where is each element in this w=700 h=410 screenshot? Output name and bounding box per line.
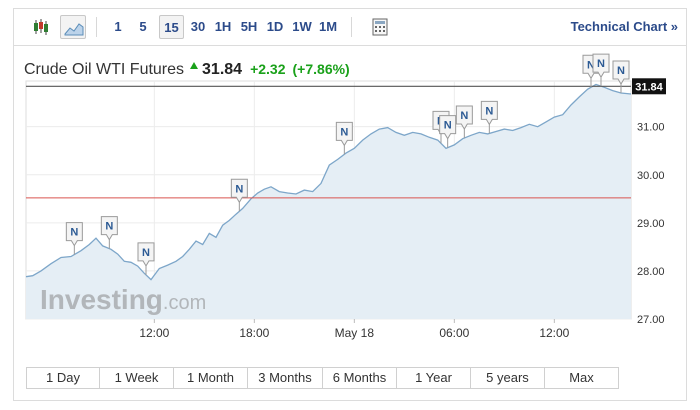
y-tick-label: 27.00 [637,314,665,326]
range-1-day[interactable]: 1 Day [27,368,100,388]
news-marker-label: N [597,58,605,70]
news-marker-label: N [235,183,243,195]
interval-1[interactable]: 1 [114,19,122,34]
news-marker[interactable]: N [335,121,353,155]
interval-1w[interactable]: 1W [292,19,312,34]
news-marker[interactable]: N [480,100,498,134]
news-marker[interactable]: N [65,222,83,255]
news-marker[interactable]: N [137,242,155,275]
calculator-icon[interactable] [367,15,393,39]
news-marker-label: N [587,59,595,71]
x-tick-label: 12:00 [539,326,569,340]
toolbar-divider [351,17,352,37]
technical-chart-link[interactable]: Technical Chart » [570,19,678,34]
up-arrow-icon [190,56,199,76]
range-1-month[interactable]: 1 Month [174,368,248,388]
price-chart[interactable]: 27.00 28.00 29.00 30.00 31.00 12:00 18:00 May 1… [14,9,688,359]
candlestick-chart-icon[interactable] [28,15,54,39]
y-tick-label: 28.00 [637,266,665,278]
news-marker[interactable]: N [100,216,118,249]
news-marker[interactable]: N [592,53,610,87]
range-selector: 1 Day 1 Week 1 Month 3 Months 6 Months 1… [26,367,619,389]
news-marker-label: N [70,227,78,239]
range-5-years[interactable]: 5 years [471,368,545,388]
range-3-months[interactable]: 3 Months [248,368,323,388]
last-price-badge [632,78,666,95]
news-marker-label: N [485,105,493,117]
x-tick-label: 18:00 [239,326,269,340]
last-price-label: 31.84 [635,81,663,93]
price-change: +2.32 [250,61,286,77]
toolbar-divider [96,17,97,37]
news-marker-label: N [444,120,452,132]
news-marker-label: N [617,65,625,77]
range-1-year[interactable]: 1 Year [397,368,471,388]
y-tick-label: 31.00 [637,122,665,134]
news-marker-label: N [340,126,348,138]
interval-1m[interactable]: 1M [318,19,338,34]
last-price: 31.84 [202,61,243,78]
news-marker-label: N [460,110,468,122]
x-tick-label: May 18 [335,326,375,340]
price-line [25,83,632,281]
instrument-name: Crude Oil WTI Futures [24,61,185,78]
watermark-logo: Investing.com [40,284,206,315]
price-change-percent: (+7.86%) [292,61,350,77]
quote-header: Crude Oil WTI Futures 31.84 +2.32 (+7.86%) [24,56,350,78]
interval-5[interactable]: 5 [139,19,147,34]
y-tick-label: 29.00 [637,218,665,230]
range-max[interactable]: Max [569,370,594,385]
price-area [26,84,631,320]
x-tick-label: 12:00 [139,326,169,340]
chart-widget: 1 5 15 30 1H 5H 1D 1W 1M Technical Chart… [13,8,687,401]
interval-1d[interactable]: 1D [266,19,284,34]
y-tick-label: 30.00 [637,170,665,182]
interval-1h[interactable]: 1H [214,19,232,34]
news-marker[interactable]: N [439,115,457,148]
toolbar: 1 5 15 30 1H 5H 1D 1W 1M Technical Chart… [14,9,686,46]
news-marker[interactable]: N [455,105,473,139]
news-marker[interactable]: N [612,60,630,94]
area-chart-icon[interactable] [60,15,86,39]
news-marker[interactable]: N [230,178,248,212]
interval-5h[interactable]: 5H [240,19,258,34]
range-6-months[interactable]: 6 Months [323,368,397,388]
news-marker-label: N [142,247,150,259]
x-tick-label: 06:00 [439,326,469,340]
interval-15[interactable]: 15 [159,15,184,39]
news-marker-label: N [105,221,113,233]
range-1-week[interactable]: 1 Week [100,368,174,388]
interval-30[interactable]: 30 [190,19,206,34]
